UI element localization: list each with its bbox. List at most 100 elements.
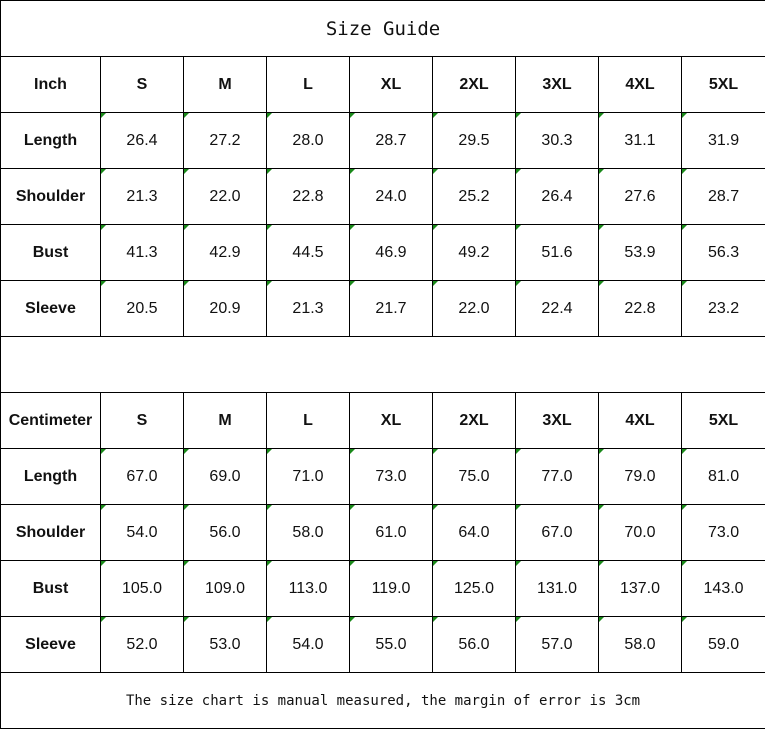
measurement-cell: 58.0 [598,616,682,673]
size-header: S [100,392,184,449]
size-header: S [100,56,184,113]
measurement-cell: 23.2 [680,280,765,337]
measurement-cell: 137.0 [598,560,682,617]
measurement-cell: 22.8 [266,168,350,225]
measurement-cell: 119.0 [349,560,433,617]
measurement-cell: 56.3 [680,224,765,281]
measurement-cell: 59.0 [680,616,765,673]
measurement-cell: 41.3 [100,224,184,281]
measurement-cell: 44.5 [266,224,350,281]
measurement-cell: 77.0 [515,448,599,505]
measurement-cell: 75.0 [432,448,516,505]
row-label: Sleeve [0,280,101,337]
measurement-cell: 61.0 [349,504,433,561]
measurement-cell: 54.0 [266,616,350,673]
table-row: Sleeve 20.5 20.9 21.3 21.7 22.0 22.4 22.8 23.2 [0,280,765,337]
measurement-cell: 22.0 [183,168,267,225]
table-row: Bust 41.3 42.9 44.5 46.9 49.2 51.6 53.9 56.3 [0,224,765,281]
measurement-cell: 22.0 [432,280,516,337]
measurement-cell: 113.0 [266,560,350,617]
measurement-cell: 49.2 [432,224,516,281]
measurement-cell: 73.0 [680,504,765,561]
measurement-cell: 131.0 [515,560,599,617]
measurement-cell: 125.0 [432,560,516,617]
measurement-cell: 31.9 [680,112,765,169]
measurement-cell: 21.3 [266,280,350,337]
size-header: XL [349,56,433,113]
table-row: Length 26.4 27.2 28.0 28.7 29.5 30.3 31.1 31.9 [0,112,765,169]
measurement-cell: 28.7 [349,112,433,169]
measurement-cell: 42.9 [183,224,267,281]
measurement-cell: 58.0 [266,504,350,561]
measurement-cell: 64.0 [432,504,516,561]
measurement-cell: 81.0 [680,448,765,505]
size-header: XL [349,392,433,449]
footer-note: The size chart is manual measured, the m… [0,672,765,729]
size-header: 5XL [680,392,765,449]
measurement-cell: 22.8 [598,280,682,337]
size-header: 5XL [680,56,765,113]
size-header: 4XL [598,56,682,113]
measurement-cell: 21.3 [100,168,184,225]
measurement-cell: 25.2 [432,168,516,225]
measurement-cell: 52.0 [100,616,184,673]
measurement-cell: 26.4 [100,112,184,169]
size-header: L [266,392,350,449]
measurement-cell: 53.0 [183,616,267,673]
row-label: Bust [0,224,101,281]
header-row: Inch S M L XL 2XL 3XL 4XL 5XL [0,56,765,113]
size-header: M [183,56,267,113]
measurement-cell: 67.0 [100,448,184,505]
size-header: M [183,392,267,449]
size-header: 2XL [432,392,516,449]
measurement-cell: 21.7 [349,280,433,337]
size-header: 3XL [515,56,599,113]
measurement-cell: 29.5 [432,112,516,169]
row-label: Shoulder [0,504,101,561]
measurement-cell: 28.0 [266,112,350,169]
table-row: Sleeve 52.0 53.0 54.0 55.0 56.0 57.0 58.0 59.0 [0,616,765,673]
measurement-cell: 69.0 [183,448,267,505]
measurement-cell: 53.9 [598,224,682,281]
measurement-cell: 73.0 [349,448,433,505]
size-header: 2XL [432,56,516,113]
measurement-cell: 56.0 [432,616,516,673]
measurement-cell: 143.0 [680,560,765,617]
size-header: L [266,56,350,113]
measurement-cell: 71.0 [266,448,350,505]
measurement-cell: 20.5 [100,280,184,337]
table-row: Shoulder 54.0 56.0 58.0 61.0 64.0 67.0 70.0 73.0 [0,504,765,561]
measurement-cell: 54.0 [100,504,184,561]
measurement-cell: 109.0 [183,560,267,617]
measurement-cell: 27.2 [183,112,267,169]
measurement-cell: 57.0 [515,616,599,673]
size-header: 4XL [598,392,682,449]
row-label: Bust [0,560,101,617]
row-label: Sleeve [0,616,101,673]
row-label: Shoulder [0,168,101,225]
measurement-cell: 28.7 [680,168,765,225]
measurement-cell: 46.9 [349,224,433,281]
header-row: Centimeter S M L XL 2XL 3XL 4XL 5XL [0,392,765,449]
spacer-row [0,336,765,393]
measurement-cell: 27.6 [598,168,682,225]
measurement-cell: 26.4 [515,168,599,225]
table-row: Length 67.0 69.0 71.0 73.0 75.0 77.0 79.0 81.0 [0,448,765,505]
measurement-cell: 56.0 [183,504,267,561]
unit-header: Centimeter [0,392,101,449]
page-title: Size Guide [0,0,765,57]
measurement-cell: 70.0 [598,504,682,561]
measurement-cell: 31.1 [598,112,682,169]
measurement-cell: 67.0 [515,504,599,561]
row-label: Length [0,448,101,505]
measurement-cell: 55.0 [349,616,433,673]
measurement-cell: 30.3 [515,112,599,169]
measurement-cell: 79.0 [598,448,682,505]
measurement-cell: 20.9 [183,280,267,337]
measurement-cell: 22.4 [515,280,599,337]
size-header: 3XL [515,392,599,449]
table-row: Shoulder 21.3 22.0 22.8 24.0 25.2 26.4 27.6 28.7 [0,168,765,225]
row-label: Length [0,112,101,169]
table-row: Bust 105.0 109.0 113.0 119.0 125.0 131.0 137.0 1… [0,560,765,617]
